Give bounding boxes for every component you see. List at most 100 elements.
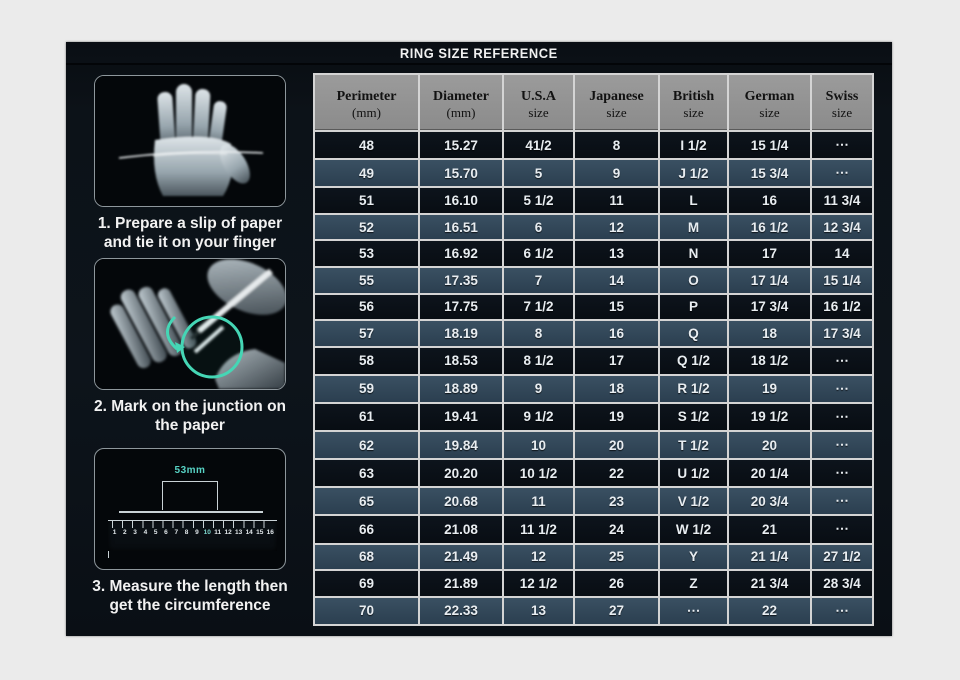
ruler-number: 12: [224, 529, 232, 536]
table-cell: V 1/2: [658, 486, 729, 517]
table-row: 56 17.75 7 1/2 15 P 17 3/4 16 1/2: [313, 292, 874, 322]
ruler-number: 3: [133, 529, 137, 536]
table-cell: 9: [502, 373, 575, 404]
table-cell: 22: [573, 458, 660, 489]
table-cell: N: [658, 239, 729, 268]
table-cell: 25: [573, 542, 660, 572]
title-bar: RING SIZE REFERENCE: [66, 42, 892, 65]
table-cell: 14: [573, 265, 660, 295]
table-cell: 11: [573, 186, 660, 215]
table-cell: 12: [573, 212, 660, 242]
column-header-diameter: Diameter (mm): [418, 73, 504, 132]
column-header-usa: U.S.A size: [502, 73, 575, 132]
table-cell: P: [658, 292, 729, 322]
table-cell: 16: [727, 186, 812, 215]
column-header-british: British size: [658, 73, 729, 132]
ruler-measurement-label: 53mm: [174, 465, 206, 476]
ruler-number: 16: [266, 529, 274, 536]
table-cell: 20: [727, 429, 812, 461]
table-cell: 16 1/2: [727, 212, 812, 242]
table-cell: 20.68: [418, 486, 504, 517]
table-cell: 8: [573, 129, 660, 161]
table-cell: 17.75: [418, 292, 504, 322]
table-cell: 52: [313, 212, 420, 242]
ruler: 1 2 3 4 5 6 7 8 9 10 11 12 13 14 15 16: [108, 520, 277, 551]
table-cell: M: [658, 212, 729, 242]
ring-size-panel: RING SIZE REFERENCE: [66, 42, 892, 636]
table-cell: 26: [573, 569, 660, 598]
ruler-number: 14: [245, 529, 253, 536]
step2-caption: 2. Mark on the junction on the paper: [75, 397, 305, 435]
table-cell: 21.49: [418, 542, 504, 572]
table-cell: 5 1/2: [502, 186, 575, 215]
table-cell: 21: [727, 514, 812, 545]
table-cell: 18 1/2: [727, 345, 812, 376]
table-cell: 11: [502, 486, 575, 517]
ruler-number: 11: [214, 529, 222, 536]
table-cell: 28 3/4: [810, 569, 874, 598]
table-cell: 16.92: [418, 239, 504, 268]
step2-image: [94, 258, 286, 390]
table-cell: 70: [313, 595, 420, 627]
table-cell: W 1/2: [658, 514, 729, 545]
table-cell: 8 1/2: [502, 345, 575, 376]
table-cell: 13: [573, 239, 660, 268]
table-cell: R 1/2: [658, 373, 729, 404]
table-cell: 18: [727, 319, 812, 348]
table-cell: 9: [573, 158, 660, 189]
table-cell: 41/2: [502, 129, 575, 161]
table-cell: ⋯: [658, 595, 729, 627]
table-cell: 59: [313, 373, 420, 404]
table-cell: O: [658, 265, 729, 295]
column-header-japanese: Japanese size: [573, 73, 660, 132]
ruler-number: 15: [256, 529, 264, 536]
table-cell: 27: [573, 595, 660, 627]
table-cell: 12: [502, 542, 575, 572]
ruler-number: 9: [195, 529, 199, 536]
table-row: 49 15.70 5 9 J 1/2 15 3/4 ⋯: [313, 158, 874, 189]
table-cell: 8: [502, 319, 575, 348]
table-row: 70 22.33 13 27 ⋯ 22 ⋯: [313, 595, 874, 627]
table-cell: 7 1/2: [502, 292, 575, 322]
step3-caption-line1: 3. Measure the length then: [92, 578, 288, 595]
table-cell: 21 1/4: [727, 542, 812, 572]
table-cell: 15 3/4: [727, 158, 812, 189]
table-cell: ⋯: [810, 429, 874, 461]
instruction-step-1: 1. Prepare a slip of paper and tie it on…: [75, 75, 305, 252]
table-cell: 12 1/2: [502, 569, 575, 598]
table-cell: 19: [727, 373, 812, 404]
ruler-number: 7: [174, 529, 179, 536]
table-cell: 5: [502, 158, 575, 189]
step2-caption-line2: the paper: [155, 417, 225, 434]
step1-caption-line1: 1. Prepare a slip of paper: [97, 215, 283, 232]
table-cell: 15.70: [418, 158, 504, 189]
ruler-number: 2: [122, 529, 127, 536]
table-cell: T 1/2: [658, 429, 729, 461]
table-cell: ⋯: [810, 458, 874, 489]
table-cell: 21.89: [418, 569, 504, 598]
table-cell: 11 3/4: [810, 186, 874, 215]
table-cell: 68: [313, 542, 420, 572]
ring-size-table: Perimeter (mm) Diameter (mm) U.S.A size …: [313, 73, 874, 627]
table-cell: 16 1/2: [810, 292, 874, 322]
table-cell: J 1/2: [658, 158, 729, 189]
table-cell: 20.20: [418, 458, 504, 489]
table-cell: 61: [313, 401, 420, 433]
ruler-number: 5: [153, 529, 158, 536]
table-cell: 63: [313, 458, 420, 489]
step3-caption-line2: get the circumference: [109, 597, 271, 614]
page-title: RING SIZE REFERENCE: [400, 45, 558, 61]
ring-size-table-body: 48 15.27 41/2 8 I 1/2 15 1/4 ⋯ 49 15.70 5 9 J 1/2 15…: [313, 129, 874, 627]
ruler-number: 10: [203, 529, 211, 536]
table-cell: ⋯: [810, 345, 874, 376]
table-row: 59 18.89 9 18 R 1/2 19 ⋯: [313, 373, 874, 404]
table-cell: S 1/2: [658, 401, 729, 433]
table-cell: Q 1/2: [658, 345, 729, 376]
table-cell: 10: [502, 429, 575, 461]
table-row: 62 19.84 10 20 T 1/2 20 ⋯: [313, 429, 874, 461]
table-cell: Z: [658, 569, 729, 598]
table-cell: 7: [502, 265, 575, 295]
table-header: Perimeter (mm) Diameter (mm) U.S.A size …: [313, 73, 874, 132]
table-row: 52 16.51 6 12 M 16 1/2 12 3/4: [313, 212, 874, 242]
